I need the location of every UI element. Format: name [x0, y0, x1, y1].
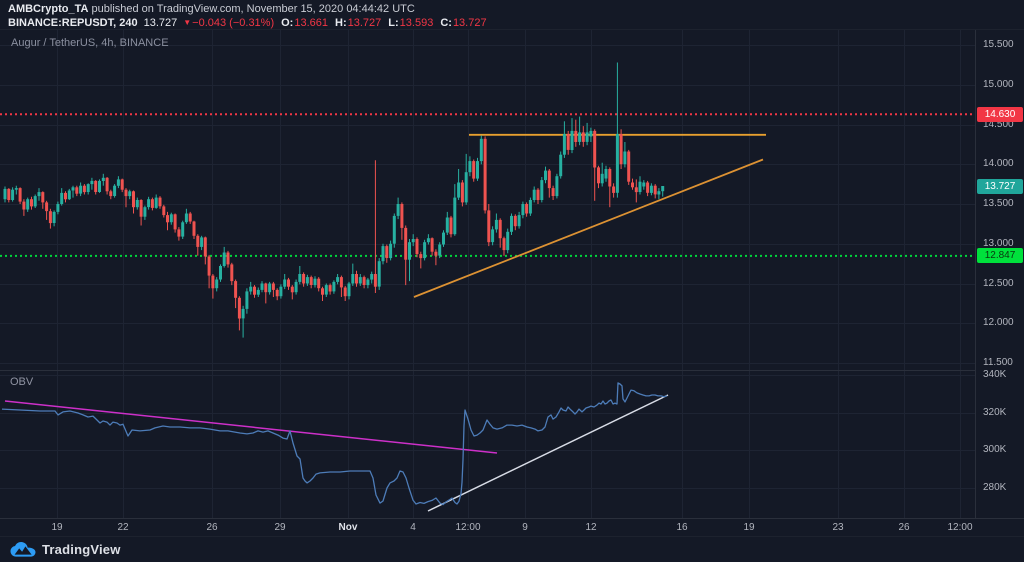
time-tick-label: 19 [743, 522, 755, 533]
ticker-line: BINANCE:REPUSDT, 240 13.727 ▼−0.043 (−0.31… [8, 16, 1024, 30]
published-line: AMBCrypto_TA published on TradingView.co… [8, 3, 1024, 16]
time-tick-label: 19 [51, 522, 63, 533]
high-value: 13.727 [347, 17, 382, 29]
time-tick-label: 29 [274, 522, 286, 533]
ticker-last-price: 13.727 [143, 17, 178, 29]
time-axis[interactable]: 19 22 26 29 Nov 4 12:00 9 12 16 19 23 26 12:00 [0, 518, 1024, 537]
time-tick-label: 26 [206, 522, 218, 533]
obv-line [1, 382, 668, 506]
close-label: C: [440, 17, 452, 29]
time-tick-label: 26 [898, 522, 910, 533]
price-tick-label: 14.000 [983, 158, 1014, 169]
footer: TradingView [10, 539, 121, 559]
open-label: O: [281, 17, 294, 29]
ticker-symbol[interactable]: BINANCE:REPUSDT, 240 [8, 17, 138, 29]
obv-descending-trendline[interactable] [4, 400, 498, 454]
low-value: 13.593 [399, 17, 434, 29]
down-arrow-icon: ▼ [183, 18, 192, 27]
tradingview-logo-icon[interactable] [10, 541, 36, 557]
price-tick-label: 13.000 [983, 238, 1014, 249]
time-tick-label: 12:00 [947, 522, 973, 533]
price-axis[interactable]: 15.500 15.000 14.500 14.000 13.500 13.000 12.5… [975, 30, 1024, 518]
chart-svg[interactable] [0, 30, 975, 518]
ticker-change: −0.043 (−0.31%) [192, 17, 275, 29]
price-tick-label: 13.500 [983, 198, 1014, 209]
price-tick-label: 11.500 [983, 357, 1013, 368]
chart-canvas[interactable]: Augur / TetherUS, 4h, BINANCE OBV [0, 30, 975, 518]
snapshot-header: AMBCrypto_TA published on TradingView.co… [0, 0, 1024, 30]
candlestick-series [3, 62, 665, 338]
obv-pane-label[interactable]: OBV [10, 376, 34, 388]
time-tick-label: 16 [676, 522, 688, 533]
price-label-last: 13.727 [977, 178, 1023, 194]
obv-tick-label: 320K [983, 407, 1007, 418]
obv-tick-label: 340K [983, 369, 1007, 380]
obv-tick-label: 280K [983, 482, 1007, 493]
time-tick-label: 9 [522, 522, 528, 533]
published-info: published on TradingView.com, November 1… [88, 3, 415, 15]
open-value: 13.661 [294, 17, 329, 29]
ascending-trendline[interactable] [413, 158, 764, 298]
time-tick-label: 22 [117, 522, 129, 533]
time-tick-label: 4 [410, 522, 416, 533]
time-tick-label: 12:00 [455, 522, 481, 533]
time-tick-label: Nov [338, 522, 358, 533]
price-tick-label: 14.500 [983, 119, 1014, 130]
price-label-support: 12.847 [977, 248, 1023, 264]
pane-title[interactable]: Augur / TetherUS, 4h, BINANCE [11, 37, 169, 49]
time-tick-label: 23 [832, 522, 844, 533]
close-value: 13.727 [452, 17, 487, 29]
tradingview-brand[interactable]: TradingView [42, 541, 121, 557]
obv-ascending-trendline[interactable] [427, 394, 669, 512]
high-label: H: [335, 17, 347, 29]
grid-lines [0, 30, 975, 518]
price-label-resistance: 14.630 [977, 106, 1023, 122]
price-tick-label: 15.500 [983, 39, 1014, 50]
price-tick-label: 12.000 [983, 317, 1014, 328]
price-tick-label: 15.000 [983, 79, 1014, 90]
time-tick-label: 12 [585, 522, 597, 533]
obv-tick-label: 300K [983, 444, 1007, 455]
author-name[interactable]: AMBCrypto_TA [8, 3, 89, 15]
low-label: L: [388, 17, 399, 29]
price-tick-label: 12.500 [983, 278, 1014, 289]
